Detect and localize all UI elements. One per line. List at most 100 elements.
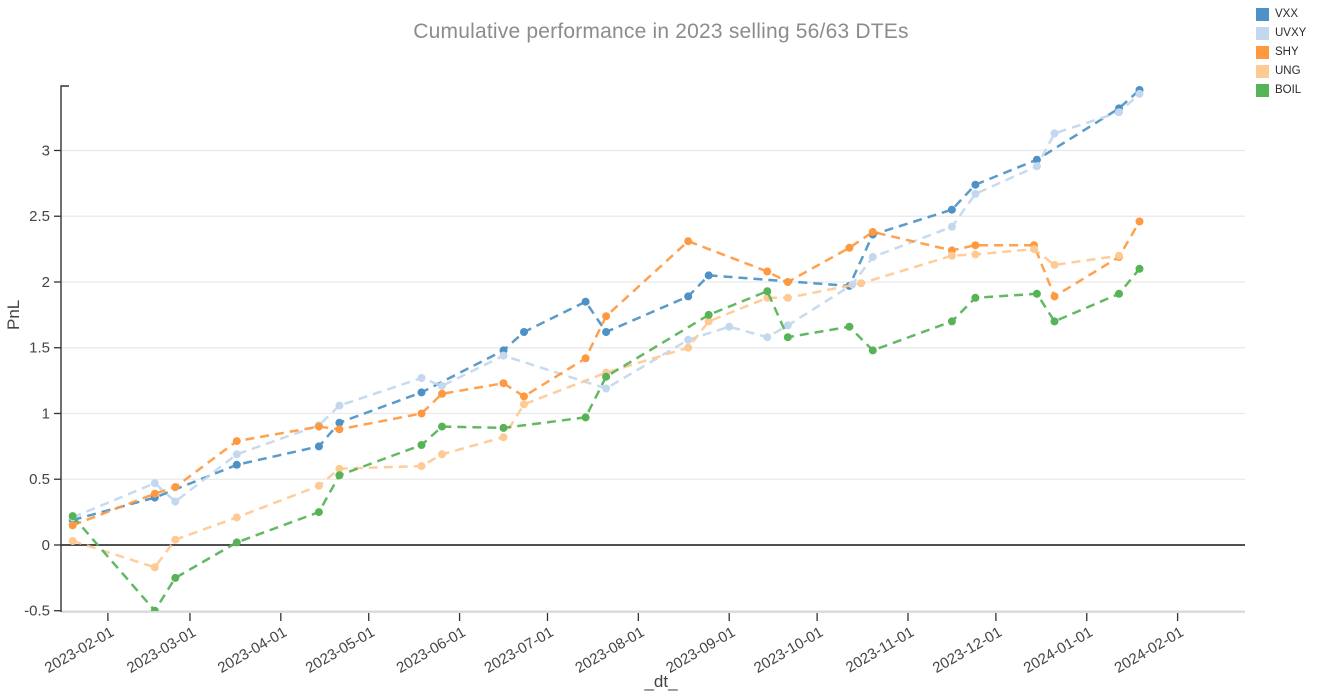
data-point-SHY[interactable] — [68, 521, 77, 530]
data-point-UVXY[interactable] — [1032, 162, 1041, 171]
data-point-UVXY[interactable] — [1135, 89, 1144, 98]
legend-item-VXX[interactable]: VXX — [1256, 8, 1318, 21]
data-point-UNG[interactable] — [857, 279, 866, 288]
data-point-BOIL[interactable] — [845, 322, 854, 331]
data-point-UVXY[interactable] — [232, 450, 241, 459]
data-point-SHY[interactable] — [1135, 217, 1144, 226]
data-point-BOIL[interactable] — [171, 573, 180, 582]
data-point-UVXY[interactable] — [868, 253, 877, 261]
data-point-UNG[interactable] — [947, 251, 956, 260]
data-point-SHY[interactable] — [845, 243, 854, 252]
data-point-SHY[interactable] — [438, 389, 446, 398]
data-point-BOIL[interactable] — [417, 441, 426, 449]
data-point-VXX[interactable] — [602, 328, 611, 336]
data-point-BOIL[interactable] — [1115, 289, 1123, 298]
data-point-UNG[interactable] — [335, 464, 344, 473]
data-point-BOIL[interactable] — [602, 372, 611, 381]
data-point-VXX[interactable] — [232, 460, 241, 469]
data-point-BOIL[interactable] — [947, 317, 956, 326]
data-point-SHY[interactable] — [783, 278, 792, 286]
data-point-UVXY[interactable] — [1115, 108, 1123, 117]
legend-item-BOIL[interactable]: BOIL — [1256, 84, 1318, 97]
data-point-SHY[interactable] — [417, 409, 426, 418]
data-point-SHY[interactable] — [602, 312, 611, 321]
series-BOIL[interactable] — [68, 264, 1144, 615]
data-point-UVXY[interactable] — [725, 322, 734, 331]
data-point-VXX[interactable] — [947, 205, 956, 214]
data-point-SHY[interactable] — [868, 228, 877, 236]
data-point-UNG[interactable] — [1030, 245, 1038, 254]
data-point-BOIL[interactable] — [783, 333, 792, 342]
data-point-UNG[interactable] — [314, 481, 323, 490]
data-point-VXX[interactable] — [704, 271, 713, 280]
data-point-SHY[interactable] — [499, 379, 508, 388]
data-point-SHY[interactable] — [314, 422, 323, 431]
data-point-BOIL[interactable] — [704, 310, 713, 319]
data-point-UNG[interactable] — [232, 513, 241, 522]
data-point-SHY[interactable] — [171, 483, 180, 492]
data-point-BOIL[interactable] — [335, 471, 344, 480]
data-point-SHY[interactable] — [232, 437, 241, 446]
data-point-UVXY[interactable] — [1050, 129, 1059, 138]
data-point-UNG[interactable] — [171, 535, 180, 544]
data-point-SHY[interactable] — [335, 425, 344, 434]
data-point-UNG[interactable] — [684, 343, 693, 352]
data-point-BOIL[interactable] — [1032, 289, 1041, 298]
data-point-UVXY[interactable] — [763, 333, 772, 342]
data-point-VXX[interactable] — [1032, 155, 1041, 164]
data-point-VXX[interactable] — [417, 388, 426, 397]
data-point-VXX[interactable] — [314, 442, 323, 451]
data-point-UNG[interactable] — [704, 317, 713, 326]
data-point-UNG[interactable] — [68, 537, 77, 545]
data-point-BOIL[interactable] — [1135, 264, 1144, 273]
legend-item-SHY[interactable]: SHY — [1256, 46, 1318, 59]
data-point-BOIL[interactable] — [150, 606, 159, 615]
data-point-BOIL[interactable] — [68, 512, 77, 521]
data-point-UVXY[interactable] — [150, 479, 159, 488]
data-point-VXX[interactable] — [684, 292, 693, 301]
data-point-VXX[interactable] — [335, 418, 344, 427]
data-point-UNG[interactable] — [438, 450, 446, 459]
data-point-SHY[interactable] — [1050, 292, 1059, 301]
data-point-UNG[interactable] — [520, 400, 528, 409]
data-point-SHY[interactable] — [684, 237, 693, 246]
data-point-BOIL[interactable] — [438, 422, 446, 431]
data-point-VXX[interactable] — [581, 297, 590, 306]
plot-area[interactable] — [61, 75, 1245, 611]
data-point-UVXY[interactable] — [602, 384, 611, 393]
data-point-UVXY[interactable] — [171, 497, 180, 506]
data-point-BOIL[interactable] — [499, 423, 508, 432]
data-point-UNG[interactable] — [150, 563, 159, 572]
data-point-UVXY[interactable] — [438, 381, 446, 390]
data-point-SHY[interactable] — [520, 392, 528, 401]
data-point-UVXY[interactable] — [971, 189, 980, 198]
data-point-BOIL[interactable] — [232, 538, 241, 547]
data-point-UVXY[interactable] — [783, 321, 792, 330]
data-point-BOIL[interactable] — [581, 413, 590, 422]
data-point-SHY[interactable] — [971, 241, 980, 250]
data-point-VXX[interactable] — [520, 328, 528, 336]
legend-item-UVXY[interactable]: UVXY — [1256, 27, 1318, 40]
data-point-VXX[interactable] — [971, 180, 980, 189]
data-point-BOIL[interactable] — [763, 287, 772, 296]
legend-item-UNG[interactable]: UNG — [1256, 65, 1318, 78]
series-UNG[interactable] — [68, 245, 1123, 572]
data-point-UVXY[interactable] — [684, 335, 693, 344]
data-point-UNG[interactable] — [499, 433, 508, 442]
data-point-UNG[interactable] — [1115, 251, 1123, 260]
data-point-UVXY[interactable] — [335, 401, 344, 410]
data-point-UNG[interactable] — [417, 462, 426, 471]
data-point-BOIL[interactable] — [1050, 317, 1059, 326]
data-point-BOIL[interactable] — [971, 293, 980, 302]
data-point-UVXY[interactable] — [499, 351, 508, 360]
data-point-UNG[interactable] — [971, 250, 980, 259]
data-point-UNG[interactable] — [783, 293, 792, 302]
data-point-UVXY[interactable] — [947, 222, 956, 231]
data-point-BOIL[interactable] — [868, 346, 877, 355]
data-point-SHY[interactable] — [581, 354, 590, 363]
data-point-UVXY[interactable] — [417, 374, 426, 382]
data-point-SHY[interactable] — [763, 267, 772, 276]
data-point-SHY[interactable] — [150, 489, 159, 498]
data-point-UNG[interactable] — [1050, 260, 1059, 269]
data-point-BOIL[interactable] — [314, 508, 323, 517]
